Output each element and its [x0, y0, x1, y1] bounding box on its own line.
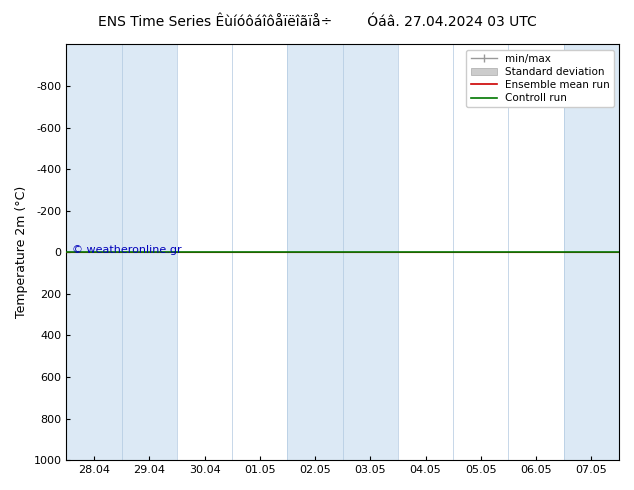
Bar — [564, 45, 619, 460]
Text: ENS Time Series Êùíóôáîôåïëîãïå÷        Óáâ. 27.04.2024 03 UTC: ENS Time Series Êùíóôáîôåïëîãïå÷ Óáâ. 27… — [98, 15, 536, 29]
Bar — [122, 45, 177, 460]
Text: © weatheronline.gr: © weatheronline.gr — [72, 245, 181, 255]
Bar — [287, 45, 343, 460]
Y-axis label: Temperature 2m (°C): Temperature 2m (°C) — [15, 186, 28, 318]
Legend: min/max, Standard deviation, Ensemble mean run, Controll run: min/max, Standard deviation, Ensemble me… — [467, 49, 614, 107]
Bar — [343, 45, 398, 460]
Bar — [67, 45, 122, 460]
